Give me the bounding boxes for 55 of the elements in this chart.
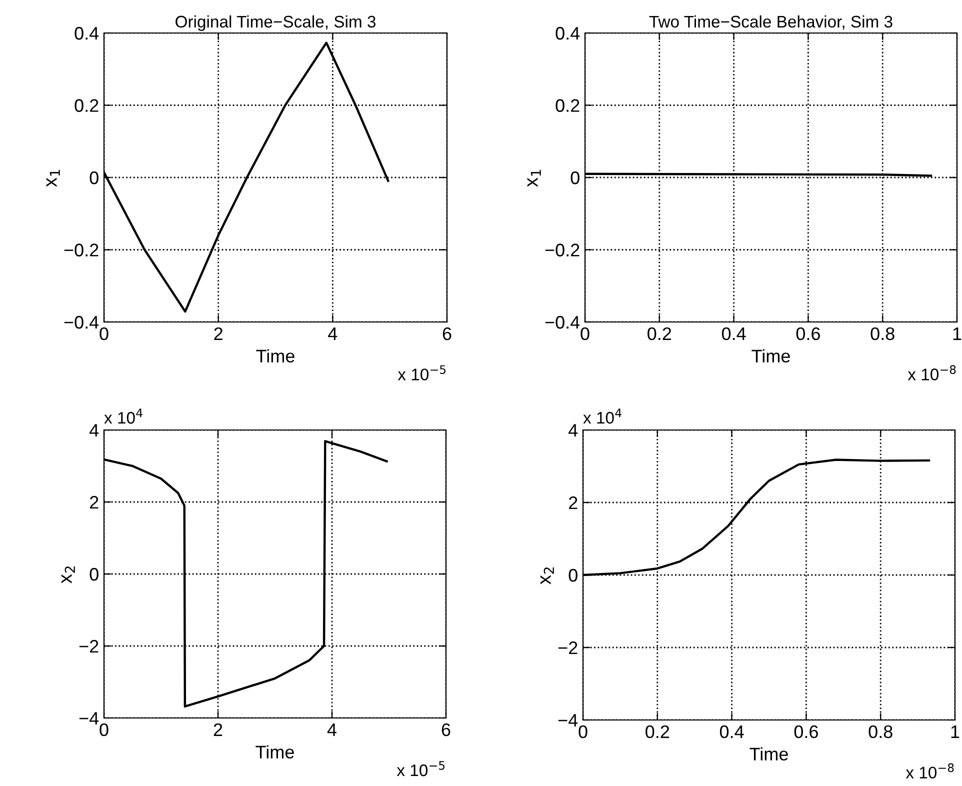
x-tick-label: 0: [100, 723, 108, 736]
x-axis-title: Time: [750, 747, 788, 761]
y-tick-label: 0: [90, 568, 98, 581]
x-tick-label: 0.8: [868, 725, 892, 738]
x-tick-label: 1: [953, 328, 962, 340]
x-tick-label: 4: [327, 724, 336, 736]
y-tick-label: 0: [568, 568, 578, 582]
y-tick-label: −4: [79, 712, 99, 725]
x-axis-title: Time: [256, 349, 294, 363]
y-tick-label: 0.4: [74, 26, 99, 40]
y-tick-label: −0.4: [64, 316, 99, 329]
x-tick-label: 0.2: [648, 327, 672, 340]
x-axis-title: Time: [752, 349, 790, 363]
text: x 10$^{−5}$: [398, 365, 446, 380]
y-axis-title: x$_{1}$: [527, 170, 541, 187]
y-tick-label: 0.4: [556, 26, 580, 40]
y-tick-label: −0.4: [545, 316, 580, 329]
x-tick-label: 0.6: [796, 327, 820, 340]
text: x 10$^{4}$: [583, 408, 622, 424]
x-tick-label: 0.8: [870, 327, 894, 340]
y-tick-label: 0: [90, 171, 98, 184]
y-tick-label: 4: [568, 424, 578, 437]
text: x 10$^{−8}$: [906, 763, 954, 779]
y-tick-label: 0: [570, 171, 580, 184]
y-tick-label: −0.2: [545, 244, 580, 256]
x-axis-title: Time: [256, 745, 294, 759]
y-axis-title: x$_{2}$: [61, 566, 75, 584]
x-tick-label: 0: [580, 327, 590, 340]
x-tick-label: 6: [442, 723, 450, 736]
text: x 10$^{−8}$: [908, 365, 956, 380]
y-tick-label: 2: [90, 496, 98, 509]
y-axis-title: x$_{1}$: [46, 170, 60, 187]
x-tick-label: 0.4: [722, 327, 746, 340]
x-tick-label: 1: [951, 726, 960, 738]
y-tick-label: 4: [90, 424, 99, 437]
y-tick-label: −2: [558, 641, 578, 654]
y-tick-label: −2: [79, 640, 98, 653]
x-tick-label: 0: [100, 327, 108, 340]
text: x 10$^{4}$: [104, 408, 142, 424]
x-tick-label: 0.2: [646, 725, 670, 738]
y-tick-label: −0.2: [64, 244, 98, 256]
text: x 10$^{−5}$: [396, 761, 445, 776]
y-tick-label: −4: [558, 714, 578, 727]
chart-title: Original Time−Scale, Sim 3: [176, 15, 376, 31]
y-tick-label: 0.2: [74, 99, 98, 112]
x-tick-label: 0.4: [720, 725, 744, 738]
y-tick-label: 2: [569, 496, 578, 510]
x-tick-label: 2: [214, 327, 222, 340]
chart-title: Two Time−Scale Behavior, Sim 3: [649, 15, 892, 30]
x-tick-label: 6: [442, 327, 452, 340]
y-tick-label: 0.2: [556, 99, 580, 112]
x-tick-label: 2: [214, 723, 222, 736]
y-axis-title: x$_{2}$: [540, 567, 554, 584]
x-tick-label: 0.6: [794, 725, 818, 738]
x-tick-label: 4: [328, 328, 338, 340]
